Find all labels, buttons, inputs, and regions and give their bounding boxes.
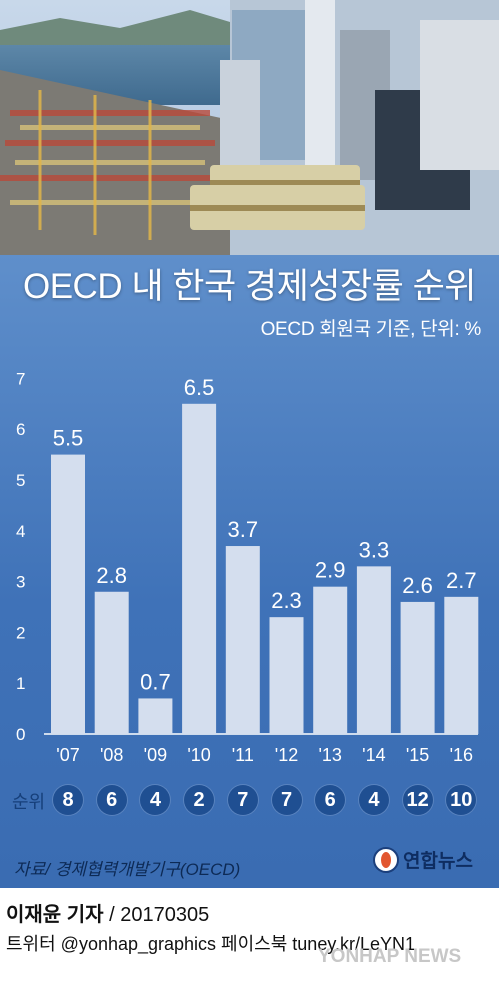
rank-badge: 4 xyxy=(140,785,171,815)
social-links: 트위터 @yonhap_graphics 페이스북 tuney.kr/LeYN1 xyxy=(6,934,416,954)
bar xyxy=(51,454,85,734)
data-label: 0.7 xyxy=(140,669,171,694)
source-note: 자료/ 경제협력개발기구(OECD) xyxy=(14,860,241,879)
watermark: YONHAP NEWS xyxy=(318,946,462,967)
data-label: 2.8 xyxy=(96,563,127,588)
chart-title: OECD 내 한국 경제성장률 순위 xyxy=(22,267,477,306)
data-label: 6.5 xyxy=(184,375,215,400)
bar xyxy=(182,403,217,734)
rank-badge: 8 xyxy=(53,785,83,815)
data-label: 3.3 xyxy=(359,537,390,562)
reporter-name: 이재윤 기자 xyxy=(6,904,104,926)
rank-badge: 6 xyxy=(315,785,346,815)
bar xyxy=(138,698,173,734)
rank-badge: 12 xyxy=(402,785,433,815)
data-label: 2.9 xyxy=(315,558,346,583)
rank-badge: 4 xyxy=(358,785,389,815)
y-tick-label: 5 xyxy=(16,471,25,490)
bar xyxy=(94,591,129,734)
x-tick-label: '11 xyxy=(232,745,254,765)
x-tick-label: '07 xyxy=(56,745,79,765)
x-tick-label: '12 xyxy=(275,745,298,765)
reporter-line: 이재윤 기자 / 20170305 xyxy=(6,898,209,927)
rank-badge: 7 xyxy=(271,785,302,815)
bar xyxy=(400,601,435,734)
x-tick-label: '10 xyxy=(187,745,210,765)
bar xyxy=(444,596,479,734)
rank-badge: 2 xyxy=(184,785,215,815)
x-tick-label: '14 xyxy=(362,745,385,765)
bar xyxy=(225,546,260,734)
y-tick-label: 6 xyxy=(16,420,25,439)
data-label: 2.7 xyxy=(446,568,477,593)
bar xyxy=(269,617,304,734)
data-label: 2.6 xyxy=(402,573,433,598)
y-tick-label: 1 xyxy=(16,674,25,693)
yonhap-logo: 연합뉴스 xyxy=(373,846,473,873)
x-tick-label: '09 xyxy=(144,745,167,765)
y-tick-label: 0 xyxy=(16,725,25,744)
y-tick-label: 4 xyxy=(16,522,25,541)
y-tick-label: 7 xyxy=(16,369,25,388)
yonhap-logo-text: 연합뉴스 xyxy=(403,851,473,872)
data-label: 2.3 xyxy=(271,588,302,613)
x-tick-label: '08 xyxy=(100,745,123,765)
x-tick-label: '15 xyxy=(406,745,429,765)
data-label: 5.5 xyxy=(53,426,84,451)
yonhap-logo-icon xyxy=(373,846,399,873)
rank-label: 순위 xyxy=(12,792,46,812)
header-photo xyxy=(0,0,499,270)
reporter-date: / 20170305 xyxy=(103,904,210,926)
x-tick-label: '16 xyxy=(450,745,473,765)
y-tick-label: 3 xyxy=(16,573,25,592)
chart-subtitle: OECD 회원국 기준, 단위: % xyxy=(260,319,482,340)
rank-badge: 6 xyxy=(96,785,127,815)
y-tick-label: 2 xyxy=(16,623,25,642)
rank-badge: 10 xyxy=(446,785,477,815)
data-label: 3.7 xyxy=(228,517,259,542)
bar xyxy=(356,566,391,734)
bar xyxy=(313,586,348,734)
x-tick-label: '13 xyxy=(318,745,341,765)
rank-badge: 7 xyxy=(227,785,258,815)
